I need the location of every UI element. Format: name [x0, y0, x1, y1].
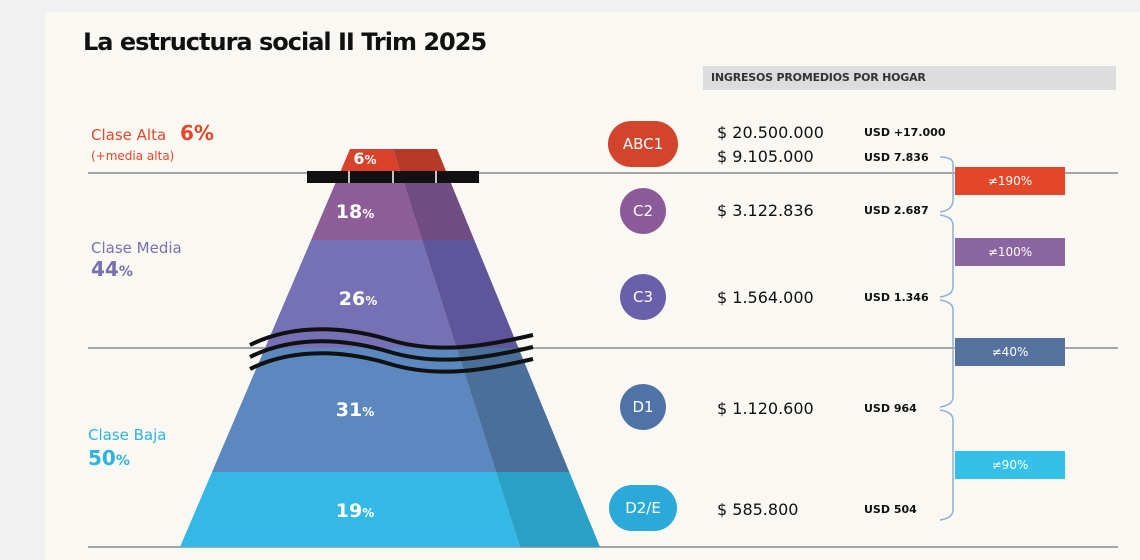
income-ars-abc1-low: $ 9.105.000 [717, 147, 814, 166]
pyramid-layer-26-front [265, 240, 457, 348]
gap-box-abc1-c2: ≠190% [955, 167, 1065, 195]
level-6-label: 6% [353, 149, 377, 168]
segment-badge-c2: C2 [620, 188, 666, 234]
pyramid-layer-31-side [456, 348, 570, 472]
income-ars-c3: $ 1.564.000 [717, 288, 814, 307]
pyramid-layer-6-front [339, 149, 401, 173]
income-usd-c3: USD 1.346 [864, 291, 929, 304]
pyramid-layer-26-side [422, 240, 519, 348]
bracket-connectors [939, 156, 954, 521]
wavy-break-mark [249, 327, 534, 374]
class-media-pct: 44% [91, 257, 133, 281]
class-media-name: Clase Media [91, 239, 182, 257]
pyramid-layer-19-front [180, 472, 520, 547]
income-ars-abc1-high: $ 20.500.000 [717, 123, 824, 142]
pyramid-layer-6-side [393, 149, 447, 173]
income-ars-c2: $ 3.122.836 [717, 201, 814, 220]
class-baja-pct: 50% [88, 446, 130, 470]
pyramid-layer-18-side [400, 173, 475, 240]
pyramid-layer-19-side [496, 472, 600, 547]
level-18-label: 18% [335, 201, 375, 223]
income-usd-c2: USD 2.687 [864, 204, 929, 217]
bracket-4 [939, 409, 954, 521]
segment-badge-d2e: D2/E [609, 485, 677, 531]
segment-badge-d1: D1 [620, 384, 666, 430]
level-26-label: 26% [338, 288, 378, 310]
income-ars-d1: $ 1.120.600 [717, 399, 814, 418]
level-19-label: 19% [335, 500, 375, 522]
income-usd-d2e: USD 504 [864, 503, 917, 516]
top-break-bar [307, 171, 479, 183]
bracket-1 [939, 156, 954, 213]
pyramid-layer-18-front [311, 173, 423, 240]
class-alta-pct: 6% [180, 121, 214, 145]
income-usd-abc1-low: USD 7.836 [864, 151, 929, 164]
gap-box-c2-c3: ≠100% [955, 238, 1065, 266]
page-title: La estructura social II Trim 2025 [83, 28, 487, 56]
pyramid-layer-31-front [212, 348, 497, 472]
bracket-3 [939, 299, 954, 408]
income-usd-abc1-high: USD +17.000 [864, 126, 946, 139]
level-31-label: 31% [335, 399, 375, 421]
income-header: INGRESOS PROMEDIOS POR HOGAR [703, 66, 1116, 90]
class-alta-name: Clase Alta [91, 126, 167, 144]
income-ars-d2e: $ 585.800 [717, 500, 799, 519]
class-alta-sub: (+media alta) [91, 149, 175, 163]
segment-badge-c3: C3 [620, 274, 666, 320]
gap-box-d1-d2e: ≠90% [955, 451, 1065, 479]
income-usd-d1: USD 964 [864, 402, 917, 415]
bracket-2 [939, 214, 954, 298]
segment-badge-abc1: ABC1 [608, 121, 678, 167]
class-baja-name: Clase Baja [88, 426, 167, 444]
pyramid-layers [180, 149, 600, 547]
gap-box-c3-d1: ≠40% [955, 338, 1065, 366]
